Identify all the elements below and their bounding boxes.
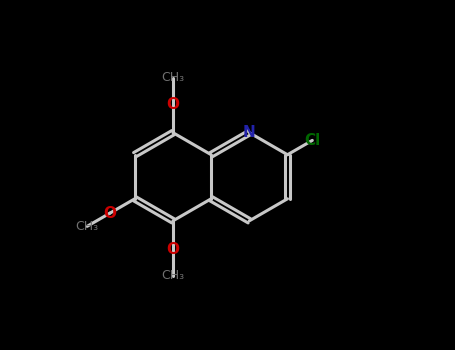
Text: N: N [243,125,256,140]
Text: O: O [103,205,116,220]
Text: CH₃: CH₃ [162,270,185,282]
Text: CH₃: CH₃ [162,71,185,84]
Text: O: O [167,97,179,112]
Text: CH₃: CH₃ [76,220,99,233]
Text: Cl: Cl [304,133,320,148]
Text: O: O [167,242,179,257]
